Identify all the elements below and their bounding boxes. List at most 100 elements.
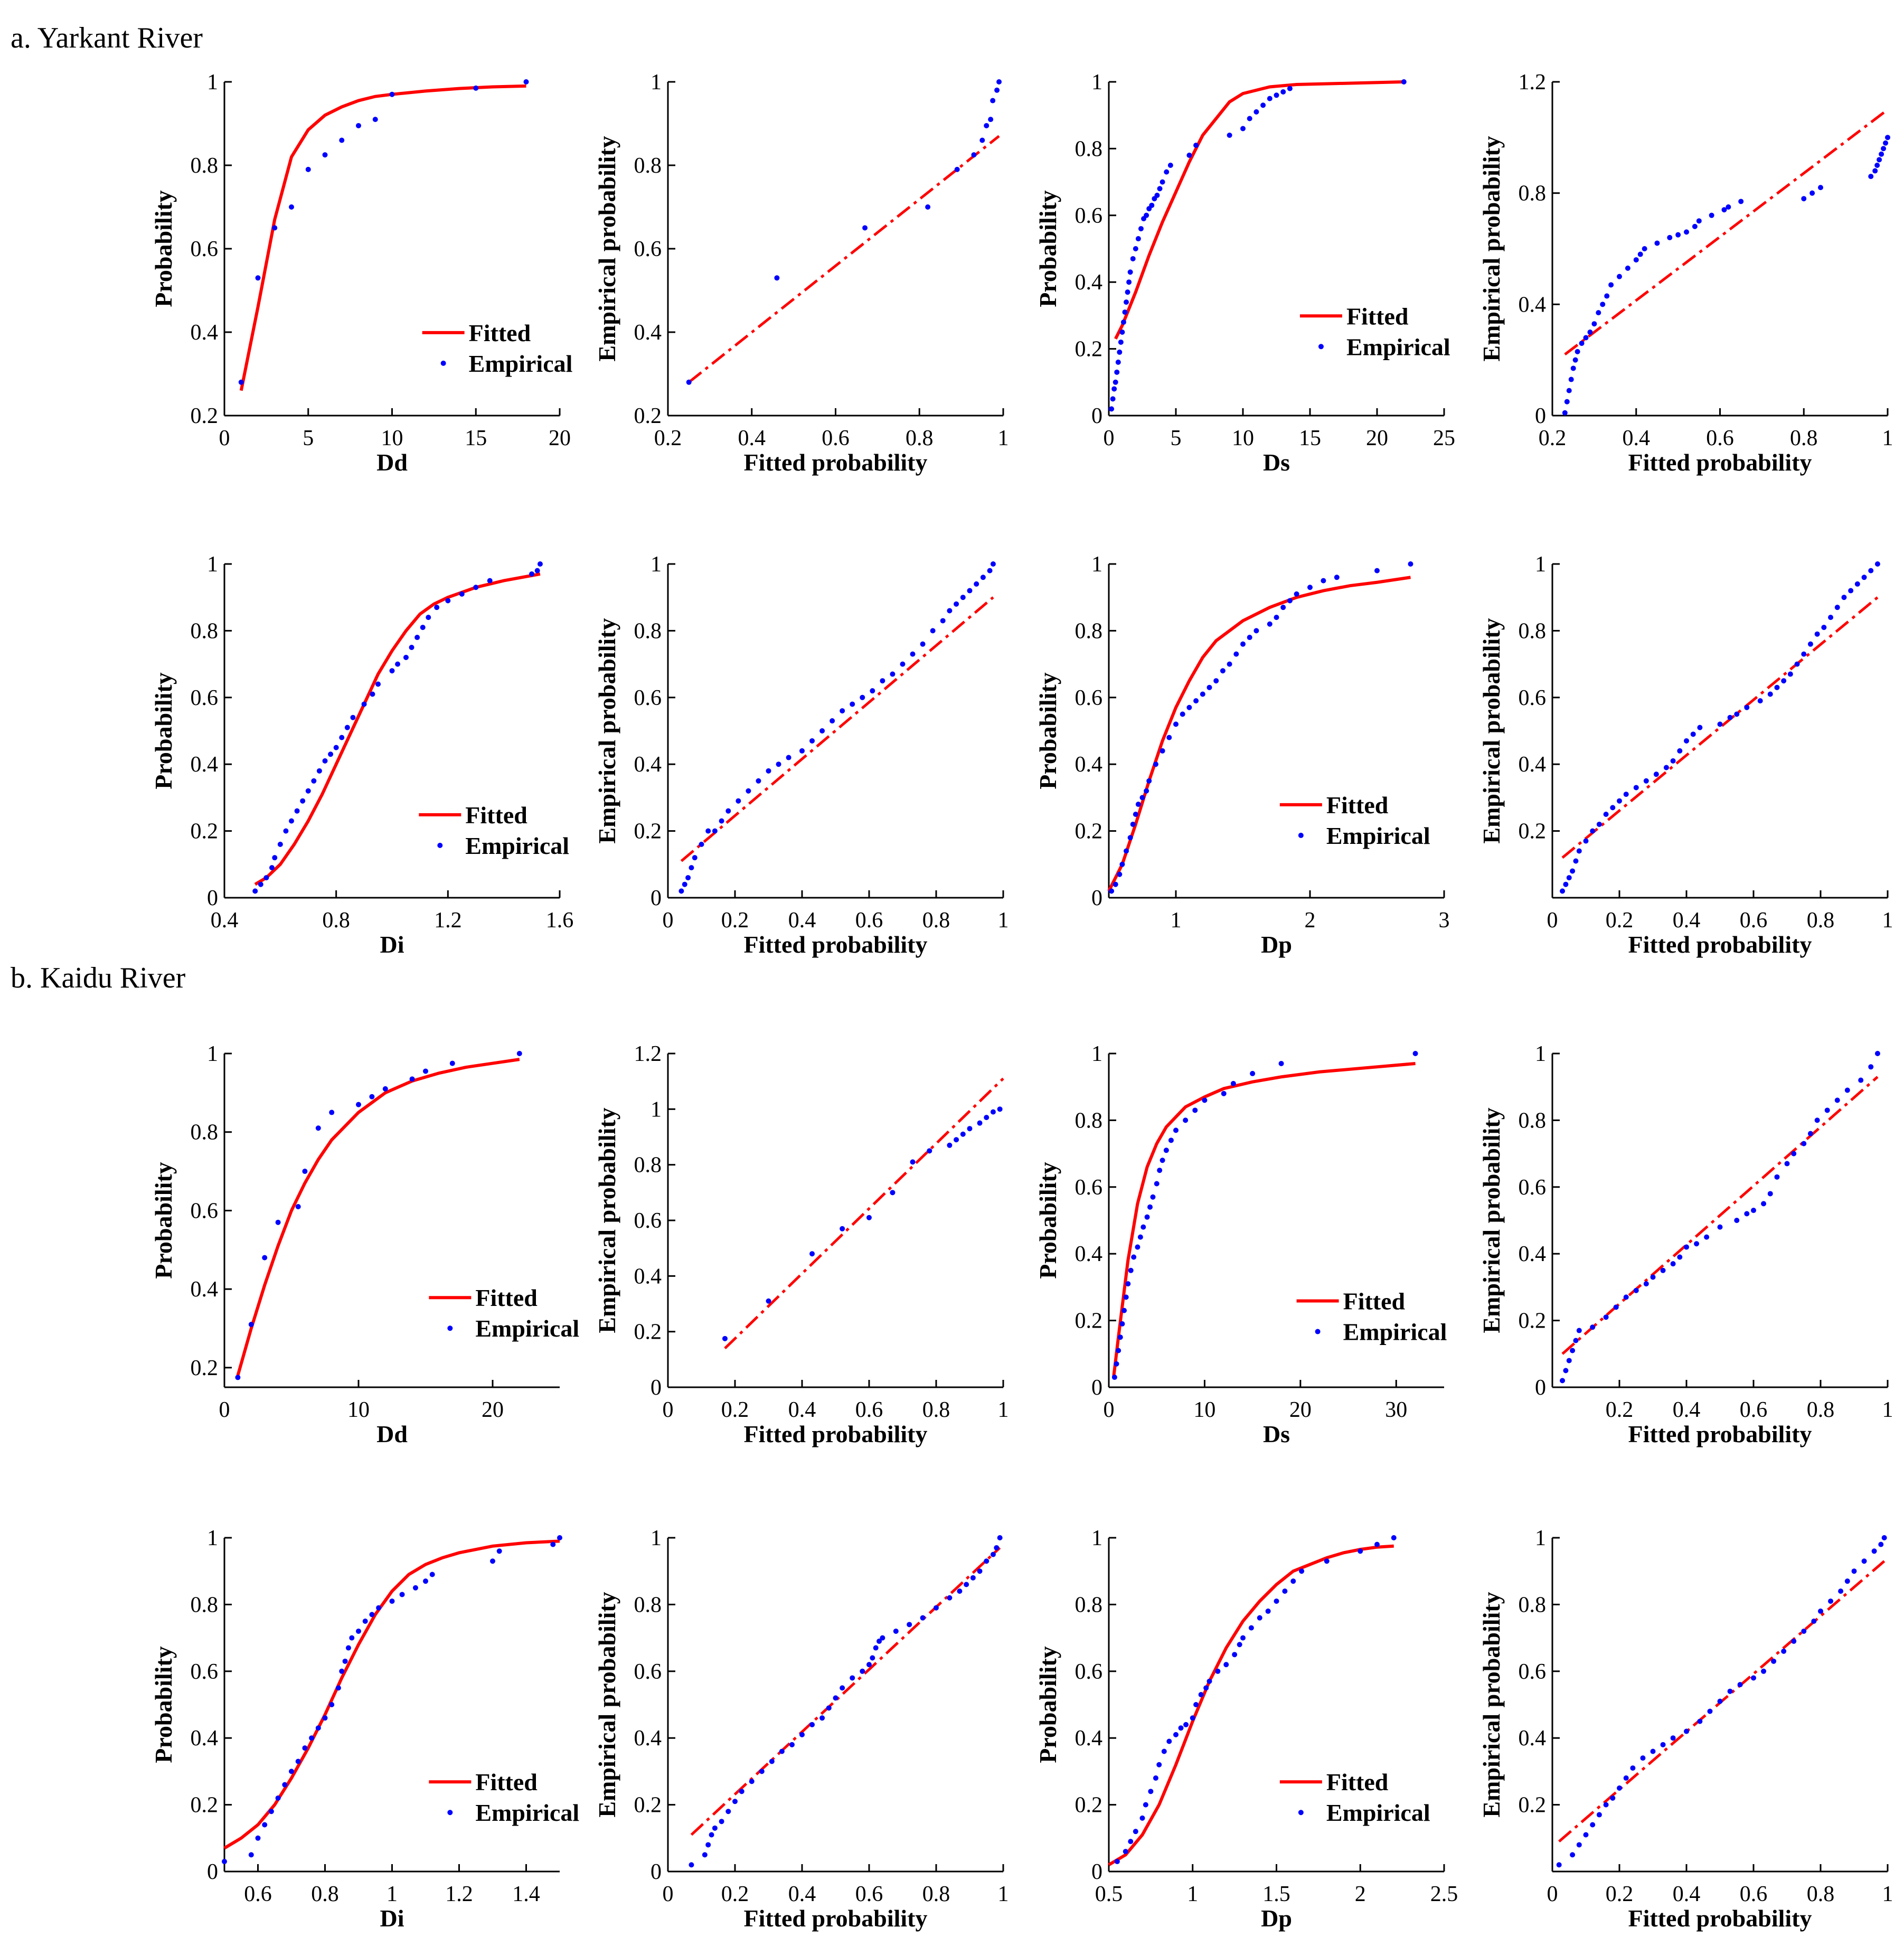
- empirical-point: [1274, 1598, 1279, 1604]
- x-tick-label: 0: [663, 1398, 674, 1422]
- empirical-point: [1257, 1615, 1262, 1621]
- empirical-point: [1115, 359, 1121, 365]
- x-tick-label: 3: [1439, 908, 1450, 933]
- empirical-point: [1116, 1348, 1121, 1353]
- empirical-point: [1654, 240, 1660, 246]
- empirical-point: [1570, 868, 1576, 874]
- empirical-point: [1566, 875, 1572, 881]
- y-tick-label: 0.8: [634, 154, 662, 178]
- empirical-point: [449, 1060, 455, 1066]
- y-tick-label: 1: [207, 70, 218, 95]
- x-tick-label: 10: [347, 1398, 370, 1422]
- empirical-point: [890, 1190, 896, 1196]
- empirical-point: [1828, 615, 1834, 620]
- chart-a-pp-s: 0.2 0.4 0.6 0.8 1 0 0.4 0.8 1.2 Fitted probabilit…: [1478, 70, 1893, 476]
- y-axis-label: Probability: [150, 672, 177, 789]
- empirical-point: [322, 758, 328, 764]
- fitted-curve: [223, 1539, 560, 1850]
- y-tick-label: 0.6: [191, 237, 219, 261]
- empirical-point: [1408, 561, 1413, 567]
- empirical-point: [283, 828, 289, 834]
- y-tick-label: 0.8: [1075, 619, 1103, 643]
- empirical-point: [302, 1745, 308, 1751]
- empirical-point: [1144, 212, 1149, 218]
- empirical-point: [487, 578, 493, 584]
- x-tick-label: 0.8: [922, 1398, 950, 1422]
- empirical-point: [1570, 365, 1576, 371]
- empirical-point: [356, 1102, 361, 1107]
- empirical-point: [529, 571, 535, 577]
- chart-a-cdf-ds: 0 5 10 15 20 25 0 0.2 0.4 0.6 0.8 1 Ds Probability Fit…: [1034, 70, 1455, 476]
- y-tick-label: 1: [651, 70, 662, 95]
- x-tick-label: 0.4: [211, 908, 239, 933]
- empirical-point: [1879, 151, 1884, 157]
- empirical-point: [685, 875, 691, 881]
- y-tick-label: 0.8: [634, 619, 662, 643]
- empirical-point: [434, 605, 440, 610]
- empirical-point: [1563, 881, 1569, 887]
- empirical-point: [1684, 1244, 1689, 1250]
- empirical-point: [809, 738, 815, 744]
- empirical-point: [335, 1685, 341, 1691]
- empirical-point: [403, 654, 409, 660]
- empirical-point: [1734, 711, 1740, 717]
- empirical-point: [1139, 795, 1145, 801]
- empirical-point: [1877, 157, 1882, 163]
- x-tick-label: 1: [998, 426, 1009, 450]
- empirical-point: [876, 1638, 882, 1644]
- y-tick-label: 0: [1091, 404, 1102, 428]
- empirical-point: [1851, 1568, 1857, 1574]
- empirical-point: [311, 778, 317, 784]
- empirical-point: [420, 625, 426, 631]
- empirical-point: [235, 1375, 241, 1380]
- section-label-yarkant: a. Yarkant River: [11, 22, 203, 54]
- empirical-point: [1146, 778, 1152, 784]
- empirical-point: [1119, 1321, 1125, 1327]
- fitted-curve: [1114, 80, 1404, 340]
- empirical-point: [1168, 1137, 1174, 1143]
- empirical-point: [295, 1203, 301, 1209]
- empirical-point: [1374, 1541, 1380, 1547]
- empirical-point: [1874, 561, 1880, 567]
- empirical-point: [255, 1835, 261, 1841]
- chart-b-cdf-ds: 0 10 20 30 0 0.2 0.4 0.6 0.8 1 Ds Probability Fitted…: [1034, 1042, 1447, 1447]
- empirical-point: [356, 1628, 361, 1634]
- x-tick-label: 0.8: [1807, 1882, 1835, 1906]
- y-tick-label: 0.8: [1519, 619, 1547, 643]
- empirical-point: [1767, 1191, 1773, 1197]
- x-tick-label: 0.4: [1673, 908, 1701, 933]
- x-tick-label: 0.8: [322, 908, 350, 933]
- empirical-point: [967, 588, 973, 594]
- empirical-point: [1633, 257, 1639, 263]
- empirical-point: [1757, 698, 1763, 704]
- empirical-point: [1791, 1151, 1797, 1156]
- empirical-point: [1818, 1609, 1823, 1614]
- empirical-point: [689, 865, 694, 871]
- empirical-point: [1227, 661, 1232, 667]
- empirical-point: [275, 1795, 281, 1801]
- empirical-point: [305, 166, 311, 172]
- x-tick-label: 0: [1547, 908, 1558, 933]
- fitted-curve: [239, 84, 526, 391]
- empirical-point: [1576, 1328, 1582, 1333]
- empirical-point: [1133, 246, 1138, 251]
- empirical-point: [1126, 279, 1132, 285]
- y-axis-label: Empirical probability: [593, 1592, 620, 1817]
- empirical-point: [1734, 1218, 1740, 1223]
- legend-fitted-label: Fitted: [475, 1769, 538, 1795]
- empirical-point: [819, 1715, 825, 1721]
- empirical-point: [282, 1782, 288, 1788]
- empirical-point: [1124, 848, 1129, 854]
- fit-reference-line: [688, 135, 1000, 383]
- empirical-point: [930, 628, 936, 634]
- empirical-point: [1230, 1080, 1236, 1086]
- x-tick-label: 0.2: [721, 908, 749, 933]
- empirical-point: [1653, 772, 1659, 777]
- empirical-point: [369, 1094, 375, 1099]
- empirical-point: [1613, 1304, 1619, 1310]
- x-tick-label: 0.2: [1606, 908, 1634, 933]
- empirical-point: [328, 751, 334, 757]
- x-tick-label: 1: [1187, 1882, 1198, 1906]
- empirical-point: [1844, 1087, 1850, 1093]
- x-tick-label: 20: [549, 426, 571, 450]
